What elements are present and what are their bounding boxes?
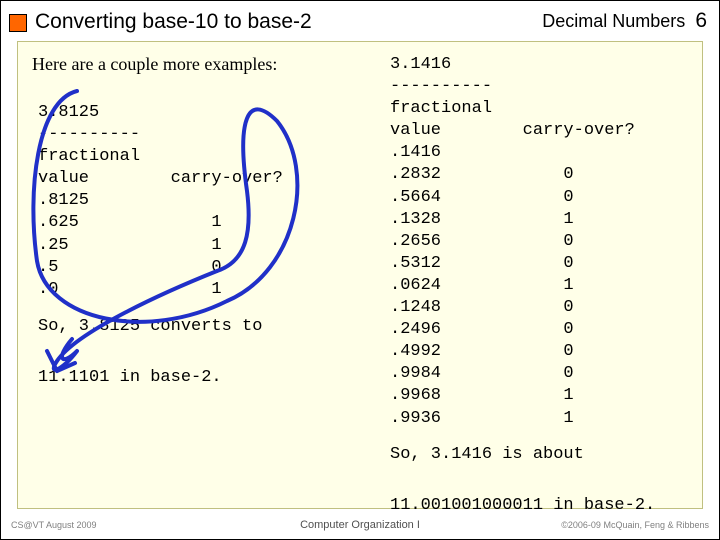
footer-bar: CS@VT August 2009 Computer Organization … [1, 514, 719, 536]
title-bullet [9, 14, 27, 32]
intro-text: Here are a couple more examples: [32, 54, 277, 75]
example-right-result: So, 3.1416 is about 11.001001000011 in b… [390, 442, 655, 519]
footer-left: CS@VT August 2009 [11, 520, 97, 530]
example-right-table: 3.1416 ---------- fractional value carry… [390, 54, 635, 430]
header-label: Decimal Numbers [542, 11, 685, 32]
slide-frame: Converting base-10 to base-2 Decimal Num… [0, 0, 720, 540]
example-left-table: 3.8125 ---------- fractional value carry… [38, 102, 283, 301]
content-panel: Here are a couple more examples: 3.8125 … [17, 41, 703, 509]
header-right: Decimal Numbers 6 [542, 9, 707, 33]
slide-title: Converting base-10 to base-2 [35, 10, 312, 34]
example-left-result: So, 3.8125 converts to 11.1101 in base-2… [38, 314, 262, 391]
page-number: 6 [695, 9, 707, 33]
footer-right: ©2006-09 McQuain, Feng & Ribbens [561, 520, 709, 530]
footer-center: Computer Organization I [300, 519, 420, 531]
